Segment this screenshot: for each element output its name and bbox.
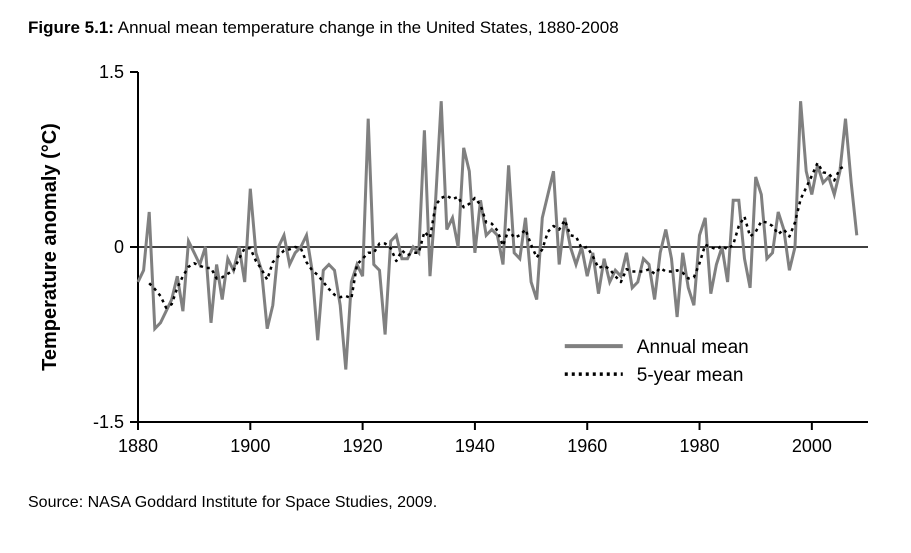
svg-text:1.5: 1.5	[99, 62, 124, 82]
chart-svg: 1880 1900 1920 1940 1960 1980 2000 -1.5 0 1.5 Temp…	[28, 42, 883, 482]
chart: 1880 1900 1920 1940 1960 1980 2000 -1.5 0 1.5 Temp…	[28, 42, 883, 482]
figure-label: Figure 5.1:	[28, 18, 114, 37]
svg-text:0: 0	[114, 237, 124, 257]
svg-text:1960: 1960	[567, 436, 607, 456]
svg-text:1900: 1900	[230, 436, 270, 456]
svg-text:1880: 1880	[118, 436, 158, 456]
svg-text:1940: 1940	[455, 436, 495, 456]
svg-text:Temperature anomaly (°C): Temperature anomaly (°C)	[39, 123, 61, 371]
svg-text:Annual mean: Annual mean	[637, 337, 749, 358]
figure-container: Figure 5.1: Annual mean temperature chan…	[0, 0, 911, 553]
figure-title-text: Annual mean temperature change in the Un…	[118, 18, 619, 37]
svg-text:-1.5: -1.5	[93, 412, 124, 432]
svg-text:2000: 2000	[792, 436, 832, 456]
svg-text:1920: 1920	[343, 436, 383, 456]
svg-text:5-year mean: 5-year mean	[637, 365, 744, 386]
figure-title: Figure 5.1: Annual mean temperature chan…	[28, 18, 883, 38]
figure-source: Source: NASA Goddard Institute for Space…	[28, 494, 883, 512]
svg-text:1980: 1980	[680, 436, 720, 456]
